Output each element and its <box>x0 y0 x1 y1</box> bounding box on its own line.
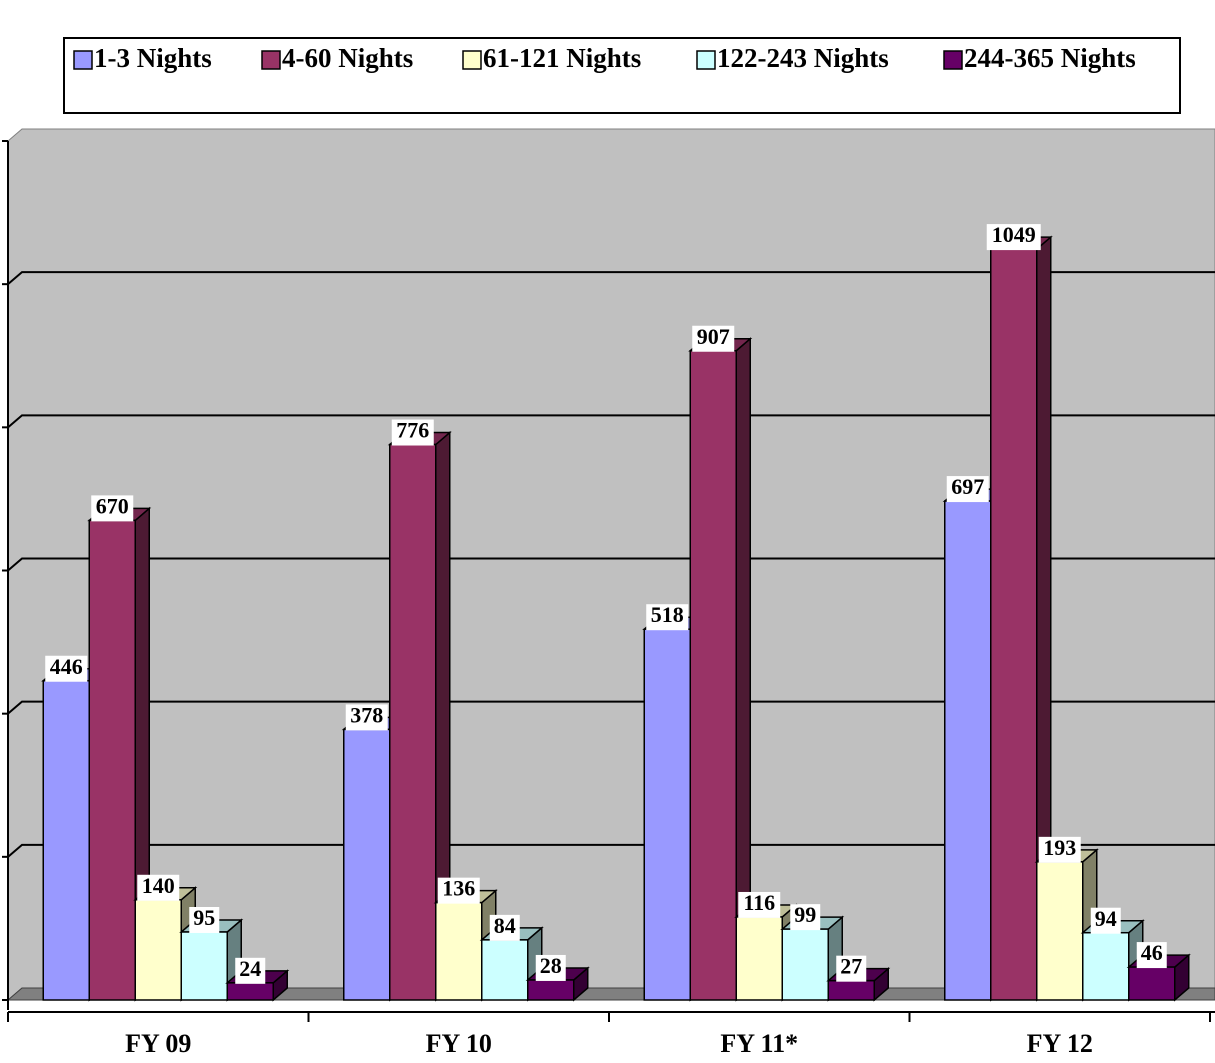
legend-label: 1-3 Nights <box>94 43 212 73</box>
data-label-box <box>437 877 480 904</box>
grid-line <box>7 700 1215 715</box>
bar-front <box>42 679 90 1001</box>
data-label-box <box>986 224 1041 251</box>
bar-front <box>481 939 529 1001</box>
bar-front <box>781 928 829 1001</box>
bar-front <box>990 248 1038 1001</box>
data-label: 24 <box>239 956 261 981</box>
bar-front <box>1082 931 1130 1001</box>
data-label-box <box>45 655 88 682</box>
bar-front <box>827 979 875 1001</box>
grid-line <box>7 414 1215 429</box>
data-label-box <box>391 419 434 446</box>
data-label-box <box>946 476 989 503</box>
data-label: 140 <box>142 873 175 898</box>
legend-swatch <box>73 50 93 70</box>
data-label: 94 <box>1095 906 1117 931</box>
data-label: 670 <box>96 493 129 518</box>
data-label: 136 <box>442 876 475 901</box>
data-label: 907 <box>697 324 730 349</box>
data-label-box <box>646 604 689 631</box>
bar-front <box>689 349 737 1001</box>
data-label: 776 <box>396 418 429 443</box>
legend-label: 4-60 Nights <box>282 43 413 73</box>
data-label: 193 <box>1043 835 1076 860</box>
data-label-box <box>1136 942 1167 969</box>
data-label-box <box>189 906 220 933</box>
legend-label: 122-243 Nights <box>717 43 889 73</box>
data-label: 28 <box>540 953 562 978</box>
bar-front <box>435 901 483 1001</box>
data-label: 378 <box>350 702 383 727</box>
grid-line <box>7 271 1215 285</box>
data-label: 518 <box>651 602 684 627</box>
legend-label: 244-365 Nights <box>964 43 1136 73</box>
data-label-box <box>137 874 180 901</box>
grid-line <box>7 843 1215 858</box>
bar-front <box>527 979 575 1001</box>
bar-front <box>389 443 437 1001</box>
data-label: 99 <box>794 902 816 927</box>
data-label: 1049 <box>992 222 1036 247</box>
data-label: 697 <box>951 474 984 499</box>
bar-front <box>643 628 691 1001</box>
data-label-box <box>790 904 821 931</box>
data-label-box <box>738 891 781 918</box>
data-label-box <box>836 955 867 982</box>
legend-swatch <box>462 50 482 70</box>
x-tick-label: FY 10 <box>426 1029 492 1058</box>
x-tick-label: FY 11* <box>720 1029 798 1058</box>
legend-swatch <box>943 50 963 70</box>
x-tick-label: FY 12 <box>1027 1029 1093 1058</box>
data-label: 446 <box>50 654 83 679</box>
data-label: 95 <box>193 905 215 930</box>
legend-box <box>63 37 1181 114</box>
bar-front <box>180 931 228 1001</box>
bar-front <box>88 519 136 1001</box>
legend-label: 61-121 Nights <box>483 43 641 73</box>
x-tick-label: FY 09 <box>125 1029 191 1058</box>
legend-swatch <box>261 50 281 70</box>
bar-front <box>226 982 274 1001</box>
data-label-box <box>91 495 134 522</box>
data-label-box <box>345 704 388 731</box>
legend-swatch <box>696 50 716 70</box>
data-label: 27 <box>840 954 862 979</box>
data-label: 84 <box>494 913 516 938</box>
data-label-box <box>535 954 566 981</box>
data-label-box <box>235 957 266 984</box>
bar <box>387 430 452 1002</box>
data-label-box <box>1090 907 1121 934</box>
bar-front <box>134 899 182 1001</box>
bar-front <box>735 916 783 1001</box>
bar-front <box>1036 861 1084 1001</box>
data-label: 46 <box>1141 940 1163 965</box>
data-label-box <box>1038 836 1081 863</box>
data-label-box <box>489 914 520 941</box>
bar-front <box>1128 966 1176 1001</box>
bar-front <box>343 728 391 1001</box>
grid-line <box>7 557 1215 572</box>
data-label-box <box>692 325 735 352</box>
data-label: 116 <box>743 890 775 915</box>
bar-front <box>944 500 992 1001</box>
bar <box>988 235 1053 1002</box>
